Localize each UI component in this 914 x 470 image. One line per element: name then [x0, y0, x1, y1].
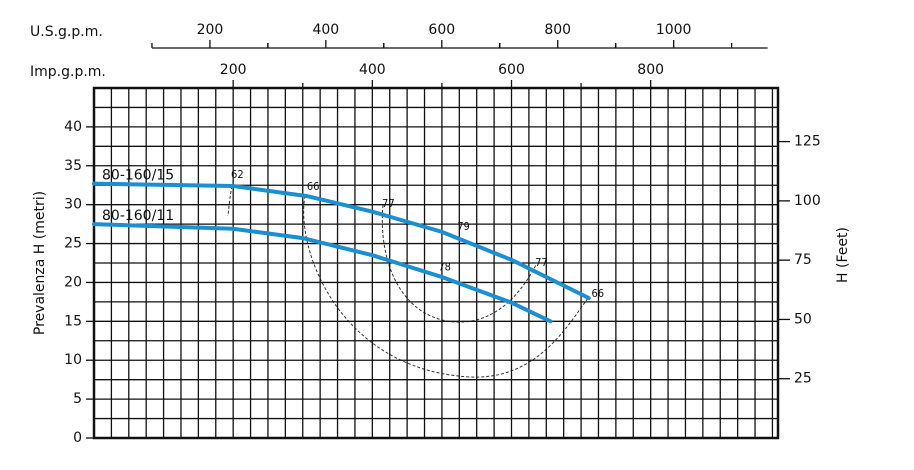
x2-tick-label: 400 [312, 22, 339, 38]
plot-frame [92, 86, 780, 440]
y-tick-label: 20 [64, 274, 82, 290]
y2-tick-label: 75 [794, 252, 812, 268]
efficiency-label: 66 [307, 180, 320, 193]
x2-tick-label: 800 [544, 22, 571, 38]
efficiency-label: 79 [457, 220, 470, 233]
x2-tick-label: 600 [428, 22, 455, 38]
efficiency-label: 66 [591, 287, 604, 300]
x-tick-label: 200 [220, 62, 247, 78]
efficiency-label: 77 [535, 256, 548, 269]
x2-tick-label: 1000 [656, 22, 692, 38]
x-axis-label: Imp.g.p.m. [30, 64, 106, 80]
y2-tick-label: 50 [794, 311, 812, 327]
line-series [92, 181, 591, 300]
y2-tick-label: 25 [794, 371, 812, 387]
efficiency-label: 62 [231, 168, 244, 181]
y2-tick-label: 100 [794, 193, 821, 209]
efficiency-label: 78 [438, 261, 451, 274]
y-tick-label: 30 [64, 197, 82, 213]
x-tick-label: 400 [359, 62, 386, 78]
y-tick-label: 5 [73, 391, 82, 407]
y2-axis-label: H (Feet) [835, 227, 851, 283]
line-series [92, 222, 553, 324]
y2-tick-label: 125 [794, 134, 821, 150]
y-tick-label: 0 [73, 430, 82, 446]
efficiency-label: 77 [382, 197, 395, 210]
y-tick-label: 10 [64, 352, 82, 368]
series-label: 80-160/11 [102, 208, 174, 224]
y-tick-label: 35 [64, 158, 82, 174]
x2-axis-label: U.S.g.p.m. [30, 24, 103, 40]
x-tick-label: 600 [498, 62, 525, 78]
y-tick-label: 15 [64, 313, 82, 329]
y-axis-label: Prevalenza H (metri) [32, 191, 48, 335]
series-label: 80-160/15 [102, 168, 174, 184]
y-tick-label: 40 [64, 119, 82, 135]
efficiency-contours [227, 185, 589, 378]
x-tick-label: 800 [637, 62, 664, 78]
x2-tick-label: 200 [197, 22, 224, 38]
y-tick-label: 25 [64, 236, 82, 252]
